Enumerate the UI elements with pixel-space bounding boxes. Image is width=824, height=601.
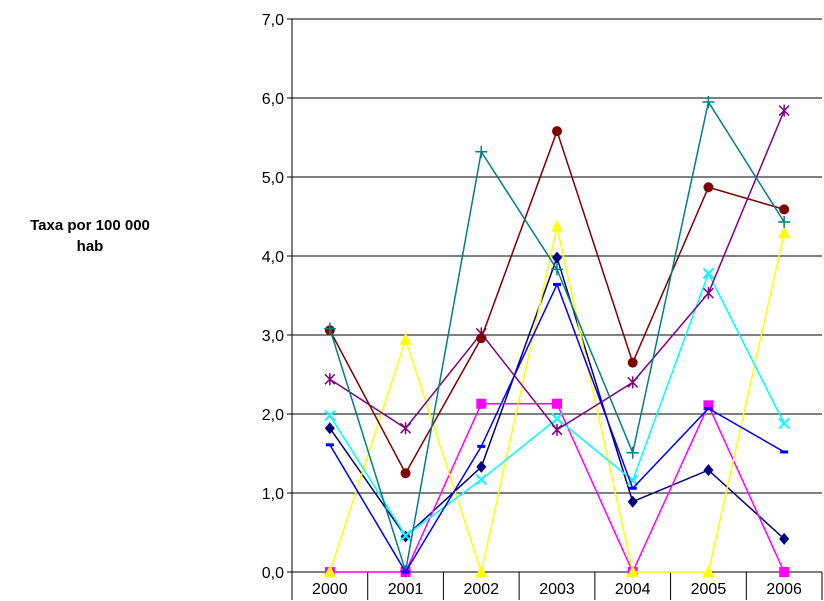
x-tick-label: 2003 (539, 581, 575, 598)
data-point-marker (778, 104, 790, 117)
x-tick-label: 2006 (766, 581, 802, 598)
series-line (329, 255, 785, 540)
data-point-marker (779, 567, 790, 577)
data-point-marker (551, 219, 563, 232)
x-tick-label: 2002 (463, 581, 499, 598)
data-point-marker (627, 495, 638, 508)
data-point-marker (552, 251, 562, 264)
data-point-marker (324, 422, 335, 435)
data-point-marker (626, 446, 639, 459)
x-tick-label: 2004 (615, 581, 651, 598)
y-tick-labels: 0,0 1,0 2,0 3,0 4,0 5,0 6,0 7,0 (262, 12, 284, 582)
data-point-marker (778, 226, 791, 239)
series (324, 126, 790, 479)
data-point-marker (399, 332, 412, 345)
y-tick-label: 0,0 (262, 565, 284, 582)
data-point-marker (400, 422, 412, 435)
series (323, 219, 791, 577)
y-tick-label: 5,0 (262, 170, 284, 187)
y-tick-label: 1,0 (262, 486, 284, 503)
series (324, 267, 790, 542)
data-point-marker (779, 532, 790, 545)
y-tick-label: 6,0 (262, 91, 284, 108)
data-point-marker (552, 398, 562, 409)
data-point-marker (703, 182, 714, 193)
y-tick-label: 3,0 (262, 328, 284, 345)
axes (287, 18, 823, 600)
x-tick-label: 2001 (388, 581, 424, 598)
series (325, 282, 789, 574)
data-point-marker (400, 468, 411, 479)
data-point-marker (475, 565, 488, 577)
data-point-marker (476, 460, 487, 473)
y-axis-label: Taxa por 100 000 hab (30, 217, 150, 255)
data-point-marker (626, 565, 639, 577)
data-point-marker (702, 95, 715, 108)
data-point-marker (778, 417, 790, 430)
data-point-marker (475, 473, 487, 486)
y-tick-label: 2,0 (262, 407, 284, 424)
data-point-marker (778, 216, 791, 229)
data-point-marker (475, 145, 488, 158)
x-tick-label: 2005 (691, 581, 727, 598)
data-point-marker (627, 357, 638, 368)
series-group (323, 95, 791, 578)
data-point-marker (324, 409, 336, 422)
data-point-marker (702, 267, 715, 280)
data-point-marker (551, 413, 563, 425)
y-tick-label: 7,0 (262, 12, 284, 29)
data-point-marker (552, 126, 562, 137)
data-point-marker (476, 333, 487, 344)
data-point-marker (324, 373, 336, 386)
data-point-marker (399, 529, 412, 542)
series (323, 95, 791, 578)
data-point-marker (703, 464, 714, 477)
data-point-marker (779, 204, 790, 215)
data-point-marker (702, 565, 715, 577)
data-point-marker (551, 423, 563, 436)
data-point-marker (323, 565, 336, 577)
data-point-marker (627, 376, 639, 389)
x-tick-labels: 2000 2001 2002 2003 2004 2005 2006 (312, 581, 802, 598)
data-point-marker (703, 400, 714, 411)
data-point-marker (323, 322, 336, 335)
series-line (329, 99, 785, 572)
data-point-marker (476, 398, 487, 409)
y-tick-label: 4,0 (262, 249, 284, 266)
data-point-marker (551, 263, 563, 276)
x-tick-label: 2000 (312, 581, 348, 598)
data-point-marker (702, 287, 714, 300)
